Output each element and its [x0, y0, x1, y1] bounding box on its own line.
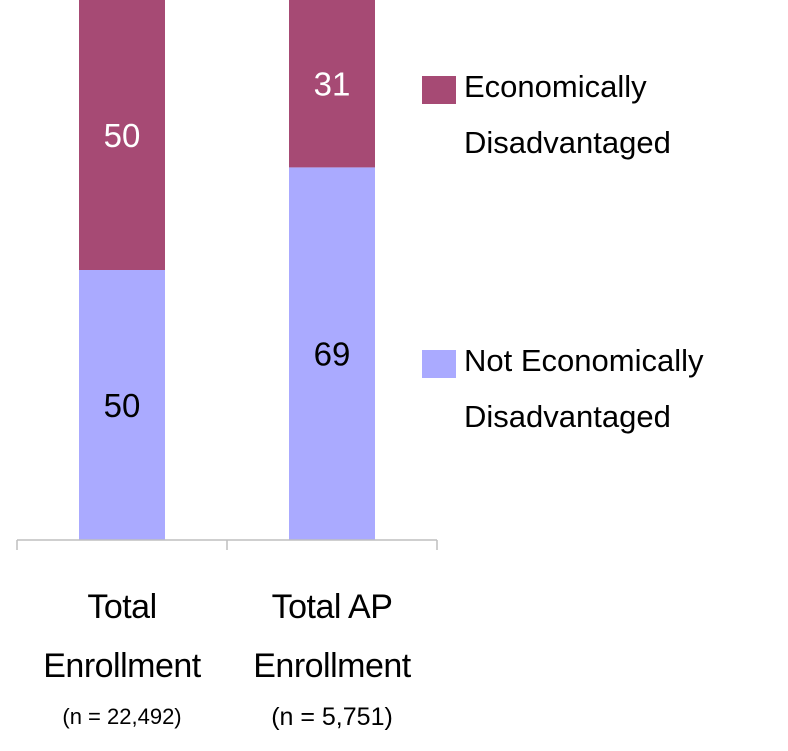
- legend-label: Economically Disadvantaged: [464, 62, 784, 168]
- category-label-total-ap-enrollment: Total AP Enrollment: [227, 582, 437, 691]
- bar-segment: [79, 0, 165, 270]
- bar-value-label: 31: [314, 66, 351, 103]
- bar-value-label: 50: [104, 387, 141, 424]
- bar-segment: [289, 167, 375, 540]
- legend-label-line: Disadvantaged: [464, 125, 671, 160]
- x-axis: [16, 539, 438, 550]
- bar-value-label: 50: [104, 117, 141, 154]
- category-label-line: Enrollment: [43, 647, 201, 685]
- category-label-line: Total AP: [271, 588, 393, 626]
- bar-segment: [289, 0, 375, 168]
- category-label-total-enrollment: Total Enrollment: [17, 582, 227, 691]
- legend-swatch-icon: [422, 350, 456, 378]
- bar-value-label: 69: [314, 336, 351, 373]
- legend-label: Not Economically Disadvantaged: [464, 336, 784, 442]
- value-labels-group: 50 50 69 31: [104, 66, 351, 424]
- category-n-total-ap-enrollment: (n = 5,751): [271, 703, 393, 731]
- legend-label-line: Not Economically: [464, 343, 704, 378]
- bars-group: [79, 0, 375, 540]
- category-label-line: Enrollment: [253, 647, 411, 685]
- legend-swatch-icon: [422, 76, 456, 104]
- category-label-line: Total: [87, 588, 157, 626]
- category-n-total-enrollment: (n = 22,492): [62, 704, 182, 729]
- legend-label-line: Disadvantaged: [464, 399, 671, 434]
- bar-segment: [79, 270, 165, 540]
- legend-label-line: Economically: [464, 69, 647, 104]
